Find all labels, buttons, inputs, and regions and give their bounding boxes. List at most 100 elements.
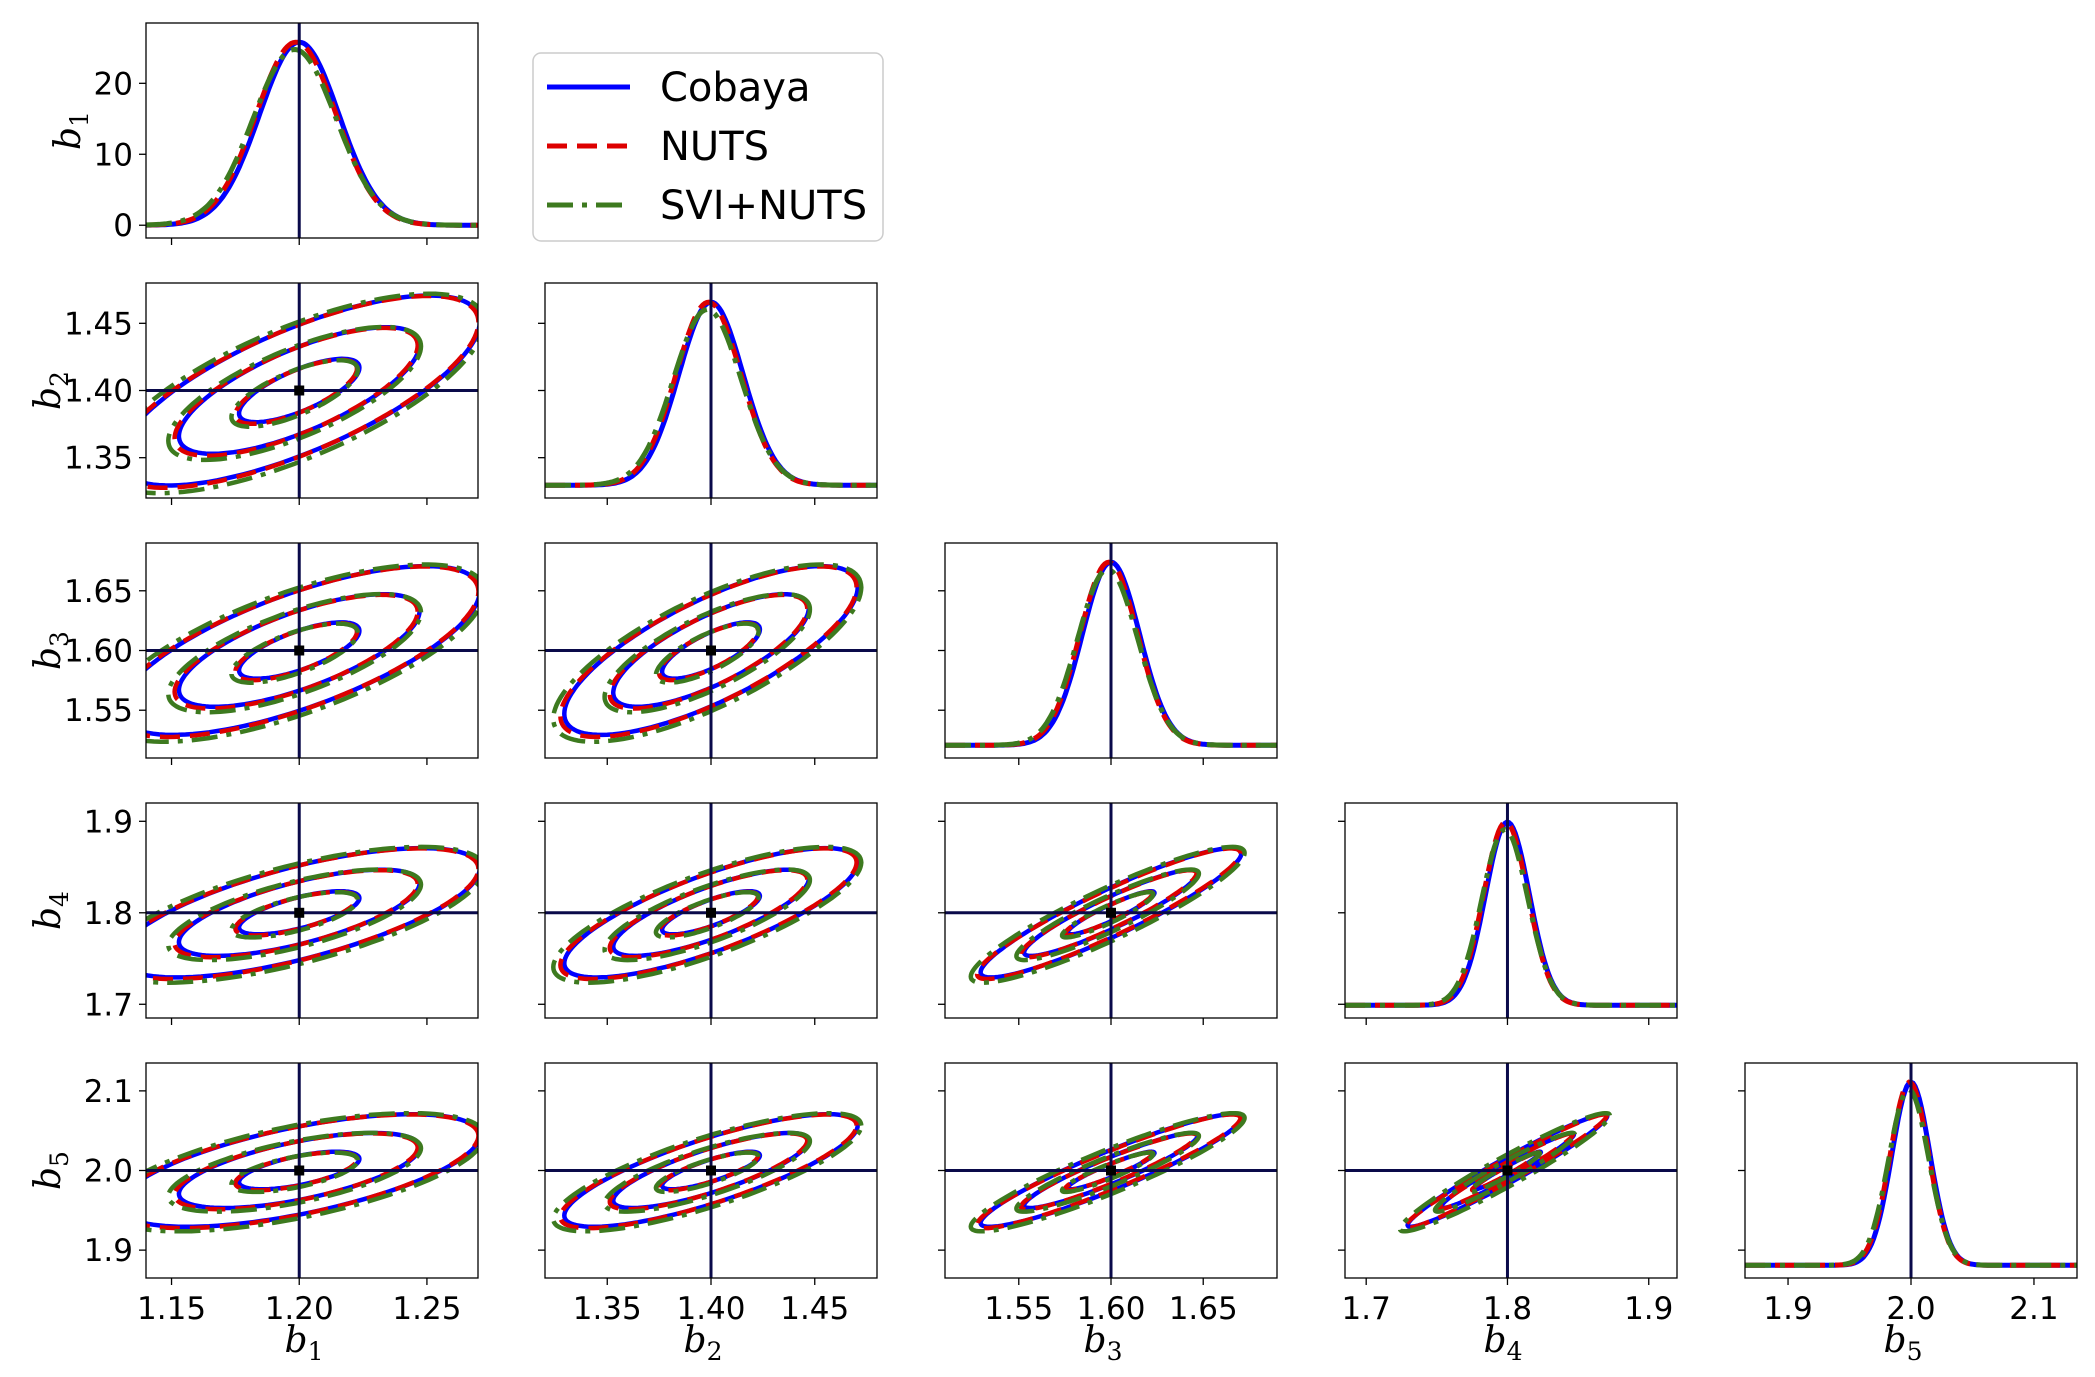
density-nuts-b4 — [1345, 819, 1677, 1008]
y-tick-label: 1.40 — [64, 374, 133, 410]
panel-b2-b2 — [538, 282, 878, 505]
contour-nuts-b2-b4-3sigma — [558, 846, 859, 982]
panel-b3-b5: 1.55 1.60 1.65 — [938, 1062, 1278, 1327]
x-tick-label: 1.20 — [265, 1291, 334, 1327]
y-axis-label-b1: b1 — [48, 111, 94, 150]
contour-svi-nuts-b3-b4-3sigma — [968, 844, 1247, 985]
contour-svi-nuts-b2-b4-1sigma — [653, 889, 761, 940]
y-tick-label: 1.7 — [84, 987, 133, 1023]
contour-svi-nuts-b1-b5-1sigma — [229, 1150, 361, 1195]
contour-svi-nuts-b1-b4-2sigma — [166, 867, 424, 963]
contour-svi-nuts-b1-b2-1sigma — [229, 357, 361, 429]
legend: Cobaya NUTS SVI+NUTS — [532, 52, 884, 242]
contour-svi-nuts-b2-b5-1sigma — [653, 1150, 761, 1195]
truth-marker — [294, 385, 305, 396]
panel-b4-b5: 1.7 1.8 1.9 — [1338, 1062, 1678, 1327]
truth-marker — [1106, 907, 1116, 918]
y-tick-label: 10 — [94, 137, 133, 173]
contour-svi-nuts-b2-b3-2sigma — [602, 591, 813, 715]
contour-nuts-b3-b4-3sigma — [974, 846, 1243, 982]
truth-marker — [706, 645, 716, 656]
contour-nuts-b2-b4-2sigma — [607, 867, 810, 960]
panel-b1-b5: 1.15 1.20 1.25 1.9 2.0 2.1 — [84, 1062, 479, 1327]
contour-svi-nuts-b3-b5-1sigma — [1059, 1150, 1156, 1195]
corner-panels: 010201.351.401.451.551.601.651.71.81.91.… — [28, 22, 2078, 1366]
truth-marker — [294, 907, 305, 918]
x-axis-label-b2: b2 — [684, 1320, 723, 1366]
y-tick-label: 2.1 — [84, 1074, 133, 1110]
contour-svi-nuts-b1-b5-3sigma — [146, 1110, 478, 1234]
panel-b2-b4 — [538, 802, 878, 1025]
x-tick-label: 1.55 — [984, 1291, 1053, 1327]
truth-marker — [294, 1165, 305, 1176]
contour-svi-nuts-b1-b3-1sigma — [229, 621, 361, 685]
contour-svi-nuts-b4-b5-3sigma — [1397, 1110, 1613, 1234]
truth-marker — [1106, 1165, 1116, 1176]
x-axis-label-b3: b3 — [1084, 1320, 1123, 1366]
density-cobaya-b4 — [1345, 819, 1677, 1008]
x-tick-label: 1.60 — [1076, 1291, 1145, 1327]
x-tick-label: 1.9 — [1624, 1291, 1673, 1327]
legend-entry-cobaya: Cobaya — [547, 65, 811, 111]
panel-b2-b3 — [538, 542, 878, 765]
x-tick-label: 1.15 — [137, 1291, 206, 1327]
density-svi-nuts-b2 — [545, 306, 877, 488]
x-axis-label-b4: b4 — [1484, 1320, 1523, 1366]
truth-marker — [706, 1165, 716, 1176]
panel-b1-b1: 0 10 20 — [94, 22, 479, 245]
panel-frame — [145, 22, 479, 239]
legend-entry-nuts: NUTS — [547, 124, 769, 170]
contour-nuts-b2-b3-3sigma — [558, 564, 859, 740]
contour-svi-nuts-b1-b2-3sigma — [146, 291, 478, 496]
panel-b1-b3: 1.55 1.60 1.65 — [64, 542, 479, 765]
x-tick-label: 1.7 — [1342, 1291, 1391, 1327]
x-tick-label: 1.8 — [1483, 1291, 1532, 1327]
y-tick-label: 1.8 — [84, 896, 133, 932]
x-axis-label-b5: b5 — [1884, 1320, 1923, 1366]
contour-svi-nuts-b2-b4-3sigma — [551, 844, 864, 985]
panel-b3-b3 — [938, 542, 1278, 765]
contour-svi-nuts-b2-b3-3sigma — [551, 562, 864, 745]
contour-nuts-b1-b5-1sigma — [233, 1150, 360, 1193]
contour-svi-nuts-b1-b3-3sigma — [146, 562, 478, 744]
contour-nuts-b3-b5-2sigma — [1018, 1131, 1199, 1212]
panel-frame — [1344, 802, 1678, 1019]
legend-entry-svi-nuts: SVI+NUTS — [547, 183, 867, 229]
legend-box — [532, 52, 884, 242]
y-axis-label-b3: b3 — [28, 631, 74, 670]
contour-svi-nuts-b3-b5-2sigma — [1014, 1130, 1202, 1214]
x-tick-label: 2.1 — [2009, 1291, 2058, 1327]
truth-marker — [706, 907, 716, 918]
y-axis-label-b4: b4 — [28, 891, 74, 930]
density-svi-nuts-b4 — [1345, 826, 1677, 1008]
contour-nuts-b2-b5-1sigma — [656, 1150, 761, 1193]
contour-nuts-b1-b4-1sigma — [233, 889, 360, 938]
contour-svi-nuts-b1-b4-3sigma — [146, 844, 478, 985]
y-axis-label-b5: b5 — [28, 1151, 74, 1190]
x-axis-label-b1: b1 — [285, 1320, 324, 1366]
y-tick-label: 1.9 — [84, 1233, 133, 1269]
contour-svi-nuts-b4-b5-1sigma — [1467, 1150, 1543, 1195]
contour-svi-nuts-b2-b3-1sigma — [653, 621, 761, 685]
contour-svi-nuts-b3-b5-3sigma — [968, 1110, 1247, 1234]
x-tick-label: 1.35 — [573, 1291, 642, 1327]
y-tick-label: 1.60 — [64, 634, 133, 670]
y-tick-label: 1.45 — [64, 306, 133, 342]
x-tick-label: 1.45 — [780, 1291, 849, 1327]
contour-svi-nuts-b3-b4-1sigma — [1059, 889, 1156, 940]
contour-nuts-b1-b2-3sigma — [146, 293, 478, 490]
contour-svi-nuts-b1-b5-2sigma — [166, 1130, 424, 1214]
legend-label: SVI+NUTS — [660, 183, 867, 229]
x-tick-label: 1.65 — [1169, 1291, 1238, 1327]
x-tick-label: 1.9 — [1763, 1291, 1812, 1327]
y-tick-label: 0 — [113, 208, 133, 244]
truth-marker — [294, 645, 305, 656]
panel-b1-b2: 1.35 1.40 1.45 — [64, 282, 479, 505]
contour-nuts-b2-b3-2sigma — [607, 592, 810, 711]
panel-frame — [145, 802, 479, 1019]
panel-b1-b4: 1.7 1.8 1.9 — [84, 802, 479, 1025]
panel-b5-b5: 1.9 2.0 2.1 — [1738, 1062, 2078, 1327]
density-svi-nuts-b1 — [146, 46, 478, 228]
contour-svi-nuts-b3-b4-2sigma — [1014, 867, 1202, 963]
